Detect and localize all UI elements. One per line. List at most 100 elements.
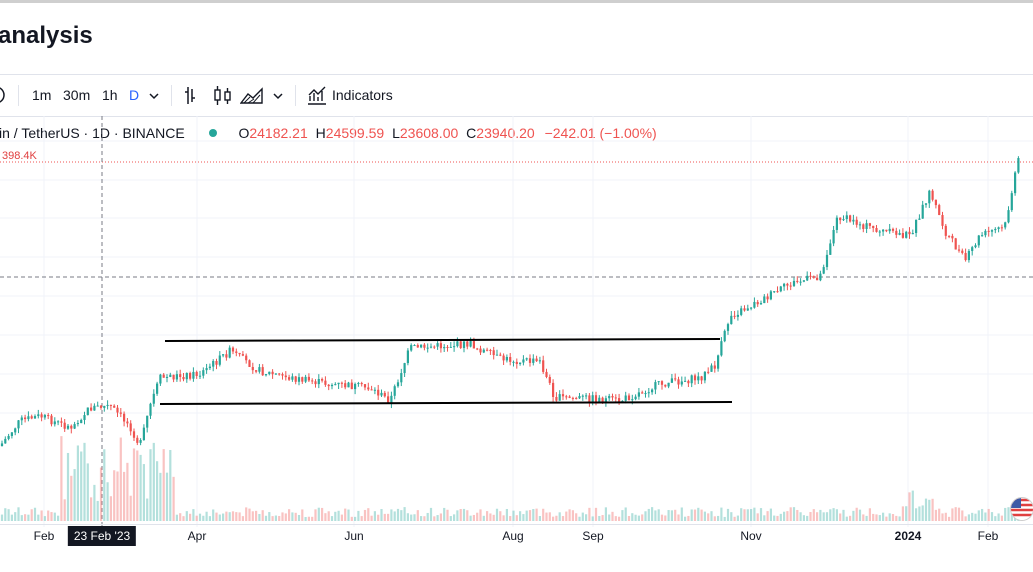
volume-bar <box>119 437 122 521</box>
candle-body <box>350 382 353 390</box>
volume-bar <box>736 515 739 521</box>
candle-body <box>66 425 70 429</box>
volume-bar <box>189 513 192 521</box>
candle-body <box>446 346 449 348</box>
interval-30m[interactable]: 30m <box>63 87 91 103</box>
volume-bar <box>812 509 815 521</box>
volume-bar <box>228 512 231 521</box>
us-flag-icon[interactable] <box>1010 497 1033 521</box>
candle-body <box>301 377 304 382</box>
candle-body <box>921 204 924 219</box>
volume-bar <box>129 495 132 521</box>
volume-bar <box>865 515 868 521</box>
volume-bar <box>301 509 304 521</box>
indicators-icon[interactable] <box>307 85 327 106</box>
volume-bar <box>885 516 888 521</box>
candle-body <box>304 376 307 382</box>
time-axis[interactable]: Feb 23 Feb '23 Apr Jun Aug Sep Nov 2024 … <box>0 524 1033 550</box>
volume-bar <box>57 515 60 521</box>
bar-chart-icon[interactable] <box>183 85 203 106</box>
chevron-down-icon[interactable] <box>272 89 284 110</box>
volume-bar <box>208 516 211 521</box>
volume-bar <box>816 512 819 521</box>
interval-1h[interactable]: 1h <box>102 87 118 103</box>
candle-body <box>759 303 763 305</box>
candle-body <box>251 366 254 371</box>
volume-bar <box>334 511 337 521</box>
candle-body <box>274 373 277 375</box>
candle-body <box>449 346 452 348</box>
volume-bar <box>139 454 142 521</box>
volume-bar <box>984 512 987 521</box>
volume-bar <box>571 510 574 521</box>
candles-icon[interactable] <box>212 85 234 106</box>
candle-body <box>525 358 528 360</box>
volume-bar <box>505 508 508 521</box>
candle-body <box>687 380 690 384</box>
candle-body <box>1004 222 1007 228</box>
volume-bar <box>222 513 225 521</box>
chart-toolbar: 1m 30m 1h D Indicators <box>0 74 1033 117</box>
candle-body <box>231 347 235 352</box>
volume-bar <box>231 511 235 521</box>
candle-body <box>684 380 687 382</box>
volume-bar <box>684 516 687 521</box>
candle-body <box>169 374 172 377</box>
candle-body <box>469 341 472 347</box>
chevron-down-icon[interactable] <box>148 89 160 110</box>
candle-body <box>878 231 881 233</box>
candle-body <box>888 228 891 232</box>
candle-body <box>400 373 403 383</box>
x-tick-label: Apr <box>187 529 207 543</box>
candle-body <box>255 370 258 372</box>
candle-body <box>819 273 822 281</box>
candle-body <box>720 341 723 356</box>
channel-bottom-trendline <box>159 401 733 405</box>
volume-bar <box>439 513 442 521</box>
area-chart-icon[interactable] <box>239 85 264 106</box>
volume-bar <box>350 516 353 521</box>
candle-body <box>433 346 436 348</box>
volume-bar <box>476 512 479 521</box>
candle-body <box>598 397 601 402</box>
candle-body <box>53 421 56 425</box>
volume-bar <box>509 516 512 521</box>
candle-body <box>519 362 522 364</box>
price-chart[interactable] <box>0 116 1033 527</box>
volume-bar <box>585 514 588 521</box>
volume-bar <box>90 497 93 521</box>
volume-bar <box>924 498 928 521</box>
candle-body <box>354 383 357 390</box>
candle-body <box>664 384 667 387</box>
candle-body <box>119 412 122 414</box>
volume-bar <box>987 508 990 521</box>
x-tick-label: Aug <box>502 529 524 543</box>
interval-d[interactable]: D <box>129 87 140 103</box>
volume-bar <box>730 512 733 521</box>
volume-bar <box>420 516 423 521</box>
indicators-button[interactable]: Indicators <box>332 87 393 103</box>
volume-bar <box>565 511 568 521</box>
candle-body <box>83 415 86 420</box>
volume-bar <box>799 512 802 521</box>
candle-body <box>17 420 20 429</box>
volume-bar <box>713 516 716 521</box>
volume-bar <box>291 512 294 521</box>
candle-body <box>486 349 489 351</box>
volume-bar <box>274 515 277 521</box>
interval-1m[interactable]: 1m <box>32 87 52 103</box>
volume-bar <box>832 508 835 521</box>
volume-bar <box>743 509 746 521</box>
volume-bar <box>330 516 334 521</box>
open-prefix: O <box>238 125 250 141</box>
volume-bar <box>875 514 878 521</box>
candle-body <box>7 435 10 439</box>
volume-bar <box>868 508 871 521</box>
clock-icon[interactable] <box>0 85 8 106</box>
candle-body <box>212 361 215 367</box>
candle-body <box>717 355 720 369</box>
candle-body <box>136 437 139 443</box>
candle-body <box>743 308 746 311</box>
candle-body <box>515 361 518 364</box>
volume-bar <box>218 514 221 521</box>
